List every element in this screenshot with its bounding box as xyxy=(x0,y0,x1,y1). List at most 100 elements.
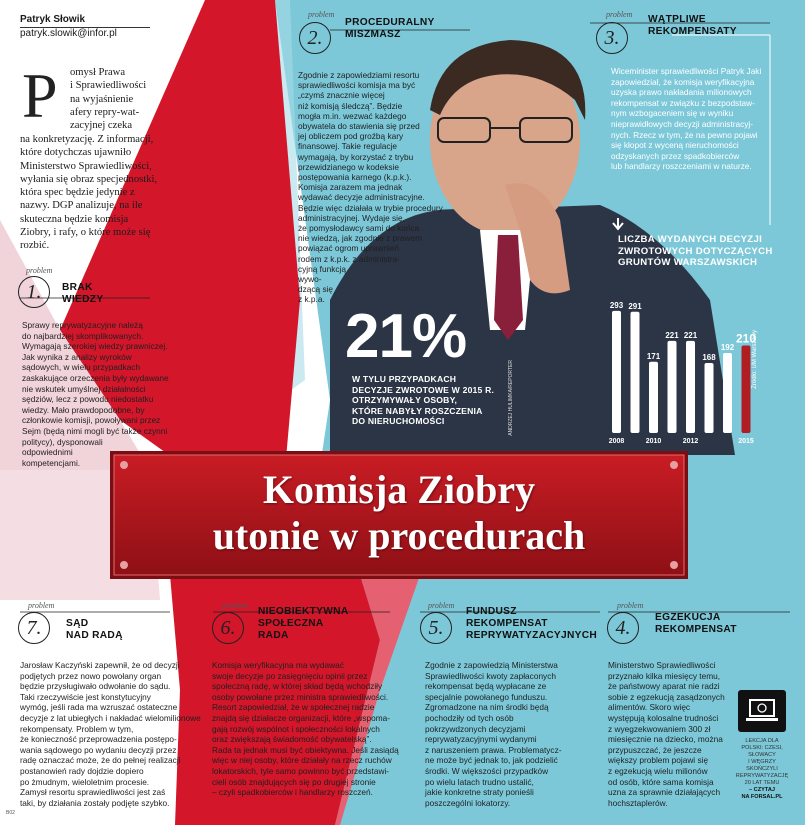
body-line: postanowień rady dojdzie dopiero xyxy=(20,765,144,776)
body-line: wymóg, jeśli rada ma wzruszać ostateczne xyxy=(20,702,178,713)
problem-tag: problem xyxy=(606,10,633,19)
title-line: RADA xyxy=(258,630,289,641)
stat-text: W TYLU PRZYPADKACH DECYZJE ZWROTOWE W 201… xyxy=(352,374,532,427)
problem-title: WĄTPLIWE REKOMPENSATY xyxy=(648,14,737,38)
body-line: uzna za sprawnie działających xyxy=(608,787,721,798)
promo-cta-line[interactable]: NA FORSAL.PL xyxy=(741,794,783,800)
body-line: miesięcznie na dziecko, można xyxy=(608,734,723,745)
promo-line: SŁOWACY xyxy=(748,752,776,758)
body-line: lokatorskich, tyle samo powinno być prze… xyxy=(212,765,390,776)
chart-source: Źródło: UM Warszawy xyxy=(752,330,758,389)
body-line: z k.p.a. xyxy=(298,294,325,305)
body-line: jej obliczem pod groźbą kary xyxy=(298,131,404,142)
body-line: że pomysłodawcy sami do końca xyxy=(298,223,420,234)
body-line: dzącą się xyxy=(298,284,334,295)
body-line: do najbardziej skomplikowanych. xyxy=(22,330,144,341)
body-line: sprawiedliwości komisja ma być xyxy=(298,80,416,91)
body-line: sędziów, lecz z powodu niedostatku xyxy=(22,394,154,405)
title-line: NIEOBIEKTYWNA xyxy=(258,606,349,617)
body-line: kompetencjami. xyxy=(22,457,81,468)
body-line: gają rozwój wspólnot i społeczności loka… xyxy=(212,723,380,734)
body-line: finansowej. Takie regulacje xyxy=(298,141,398,152)
body-line: nieprawidłowych decyzji administracyj- xyxy=(611,118,754,129)
promo-cta-line[interactable]: – CZYTAJ xyxy=(748,787,775,793)
bar-value-label: 221 xyxy=(665,331,679,340)
body-line: Zgodnie z zapowiedzią Ministerstwa xyxy=(425,660,558,670)
lead-line: omysł Prawa xyxy=(70,67,126,78)
title-line: REKOMPENSATY xyxy=(648,26,737,37)
body-line: rekompensat będą wypłacane ze xyxy=(425,681,547,692)
promo-laptop-icon[interactable] xyxy=(738,690,786,732)
problem-title: FUNDUSZ REKOMPENSAT REPRYWATYZACYJNYCH xyxy=(466,606,597,642)
body-line: nych. Rzecz w tym, że na pewno pojawi xyxy=(611,129,758,140)
body-line: Sejm (będą nimi mogli być także czynni xyxy=(22,425,168,436)
body-line: sądowych, w wielu przypadkach xyxy=(22,362,141,373)
problem-title: PROCEDURALNY MISZMASZ xyxy=(345,17,435,41)
problem-tag: problem xyxy=(26,266,53,275)
body-line: – czyli spadkobierców i handlarzy roszcz… xyxy=(212,787,373,798)
body-line: nie wiedzą, jak zgodnie z prawem xyxy=(298,233,423,244)
problem-tag: problem xyxy=(28,601,55,610)
body-line: osoby powołane przez ministra sprawiedli… xyxy=(212,691,389,702)
body-line: Komisja zarazem ma jednak xyxy=(298,182,403,193)
promo-line: SKOŃCZYLI xyxy=(746,766,778,772)
body-line: przewidzianego w kodeksie xyxy=(298,161,400,172)
bar-value-label: 293 xyxy=(610,301,624,310)
headline-line-2: utonie w procedurach xyxy=(212,513,586,558)
body-line: rekompensaty. Problem w tym, xyxy=(20,723,134,734)
bar-value-label: 210 xyxy=(736,332,756,346)
body-line: występują kolosalne trudności xyxy=(608,712,719,723)
body-line: przypuszczać, że jeszcze xyxy=(608,744,702,755)
promo-line: 20 LAT TEMU xyxy=(744,780,780,786)
body-line: uzyska prawo nakładania milionowych xyxy=(611,87,752,98)
body-line: po wielu latach trudno ustalić, xyxy=(425,776,534,787)
body-line: swoje decyzje po zasięgnięciu opinii prz… xyxy=(212,670,368,681)
body-line: poszczególni lokatorzy. xyxy=(425,797,511,808)
body-line: zapowiedział, że komisja weryfikacyjna xyxy=(611,76,755,87)
bar-value-label: 221 xyxy=(684,331,698,340)
body-line: pochodziły od tych osób xyxy=(425,712,514,723)
body-line: radę oznaczać może, że do pełnej realiza… xyxy=(20,755,181,766)
stat-value: 21% xyxy=(345,302,467,371)
body-line: Wymagają szerokiej wiedzy prawniczej. xyxy=(22,341,168,352)
bar-2014 xyxy=(723,353,732,433)
body-line: z wyegzekwowaniem 300 zł xyxy=(608,723,711,734)
promo-text[interactable]: LEKCJA DLA POLSKI: CZESI, SŁOWACY I WĘGRZY S… xyxy=(728,738,796,801)
body-line: podjętych przez nowo powołany organ xyxy=(20,670,162,681)
title-line: BRAK xyxy=(62,282,93,293)
body-line: z naruszeniem prawa. Problematycz- xyxy=(425,744,562,755)
body-line: taki, by działania zostały podjęte szybk… xyxy=(20,797,170,808)
bar-2012 xyxy=(686,340,695,433)
body-line: politycy), dysponowali xyxy=(22,436,103,447)
body-line: Jarosław Kaczyński zapewnił, że od decyz… xyxy=(20,660,180,670)
body-line: wania sądowego po wydaniu decyzji przez xyxy=(20,744,177,755)
body-line: pokrzywdzonych decyzjami xyxy=(425,723,526,734)
chart-title: LICZBA WYDANYCH DECYZJI ZWROTOWYCH DOTYC… xyxy=(618,234,773,269)
body-line: wymagają, by korzystać z trybu xyxy=(298,151,414,162)
body-line: Zgromadzone na nim środki będą xyxy=(425,702,549,713)
bar-2008 xyxy=(612,310,621,433)
body-line: alimentów. Skoro więc xyxy=(608,702,691,713)
bar-2013 xyxy=(704,363,714,433)
body-line: z egzekucją wielu milionów xyxy=(608,765,708,776)
body-line: środki. W większości przypadków xyxy=(425,765,549,776)
body-line: niż komisją śledczą”. Będzie xyxy=(298,100,403,111)
body-line: obywatela do stawienia się przed xyxy=(298,121,420,132)
body-line: rodem z k.p.k. z administra- xyxy=(298,253,400,264)
body-line: przyznało kilka miesięcy temu, xyxy=(608,670,721,681)
body-line: wydawać decyzje administracyjne. xyxy=(298,192,425,203)
title-line: PROCEDURALNY xyxy=(345,17,435,28)
body-line: Będzie więc działała w trybie procedury xyxy=(298,202,443,213)
x-tick-label: 2008 xyxy=(609,438,625,445)
problem-number: 7. xyxy=(18,612,50,644)
photo-credit: ANDRZEJ HULIMKA/REPORTER xyxy=(508,360,514,436)
headline-line-1: Komisja Ziobry xyxy=(262,467,536,512)
promo-line: LEKCJA DLA xyxy=(745,738,779,744)
body-line: zaskakujące orzeczenia były wydawane xyxy=(22,372,169,383)
promo-line: I WĘGRZY xyxy=(748,759,776,765)
body-line: wywo- xyxy=(298,274,322,285)
body-line: „czymś znacznie więcej xyxy=(298,90,385,101)
body-line: rekompensat w związku z bezpodstaw- xyxy=(611,97,755,108)
